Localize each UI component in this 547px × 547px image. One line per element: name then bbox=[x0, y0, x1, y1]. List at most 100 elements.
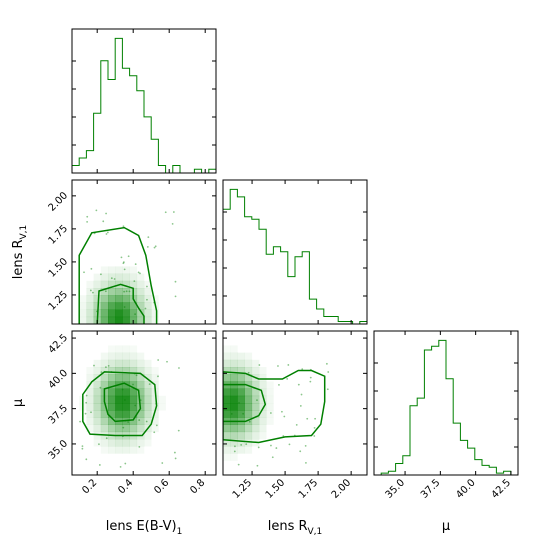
density-cell bbox=[136, 316, 145, 324]
density-cell bbox=[79, 309, 87, 318]
density-cell bbox=[266, 395, 274, 404]
sample-point bbox=[297, 383, 300, 386]
sample-point bbox=[95, 209, 98, 212]
sample-point bbox=[147, 236, 150, 239]
density-cell bbox=[79, 302, 87, 310]
hist-rv bbox=[222, 179, 368, 325]
density-cell bbox=[223, 395, 231, 404]
density-cell bbox=[122, 367, 130, 375]
density-cell bbox=[86, 417, 94, 425]
sample-point bbox=[81, 447, 84, 450]
sample-point bbox=[153, 246, 156, 249]
density-cell bbox=[93, 410, 102, 418]
density-cell bbox=[108, 381, 116, 389]
sample-point bbox=[106, 231, 109, 234]
sample-point bbox=[127, 255, 130, 258]
density-cell bbox=[230, 395, 238, 404]
density-cell bbox=[136, 273, 145, 282]
sample-point bbox=[283, 415, 286, 418]
density-cell bbox=[100, 266, 109, 274]
density-cell bbox=[136, 280, 145, 289]
density-cell bbox=[237, 403, 245, 411]
sample-point bbox=[85, 458, 88, 461]
density-cell bbox=[223, 431, 231, 440]
density-cell bbox=[122, 280, 130, 289]
density-cell bbox=[108, 439, 116, 447]
histogram-line bbox=[223, 188, 367, 325]
density-cell bbox=[86, 374, 94, 382]
sample-point bbox=[83, 271, 85, 274]
sample-point bbox=[306, 417, 309, 420]
density-cell bbox=[223, 439, 231, 447]
x-tick-label: 0.4 bbox=[116, 477, 135, 496]
density-cell bbox=[223, 359, 231, 368]
density-cell bbox=[244, 352, 253, 361]
sample-point bbox=[89, 289, 92, 292]
density-cell bbox=[230, 410, 238, 418]
density-cell bbox=[122, 439, 130, 447]
density-cell bbox=[151, 316, 159, 324]
density-cell bbox=[144, 417, 152, 425]
density-cell bbox=[122, 295, 130, 303]
density-cell bbox=[223, 367, 231, 375]
sample-point bbox=[107, 364, 110, 367]
density-cell bbox=[151, 424, 159, 433]
sample-point bbox=[305, 462, 307, 464]
density-cell bbox=[93, 359, 102, 368]
density-cell bbox=[115, 439, 123, 447]
density-cell bbox=[129, 410, 138, 418]
density-cell bbox=[144, 316, 152, 324]
sample-point bbox=[146, 246, 149, 248]
density-cell bbox=[129, 352, 138, 361]
density-cell bbox=[251, 381, 260, 389]
density-cell bbox=[230, 453, 238, 461]
sample-point bbox=[288, 443, 291, 446]
sample-point bbox=[314, 417, 317, 420]
density-cell bbox=[223, 352, 231, 361]
density-cell bbox=[144, 374, 152, 382]
sample-point bbox=[153, 431, 156, 434]
sample-point bbox=[86, 220, 89, 223]
density-cell bbox=[244, 410, 253, 418]
density-cell bbox=[251, 410, 260, 418]
density-cell bbox=[101, 446, 109, 454]
density-cell bbox=[93, 295, 102, 303]
density-cell bbox=[136, 439, 145, 447]
density-cell bbox=[230, 431, 238, 440]
density-cell bbox=[115, 367, 123, 375]
sample-point bbox=[286, 377, 289, 380]
density-cell bbox=[266, 403, 274, 411]
density-cell bbox=[237, 367, 245, 375]
x-tick-label: 1.50 bbox=[264, 477, 288, 501]
density-cell bbox=[86, 410, 94, 418]
density-cell bbox=[86, 316, 94, 324]
sample-point bbox=[98, 464, 101, 466]
density-cell bbox=[251, 424, 260, 433]
contour-inner bbox=[103, 382, 142, 423]
density-cell bbox=[244, 417, 253, 425]
density-cell bbox=[151, 295, 159, 303]
density-cell bbox=[136, 367, 145, 375]
density-cell bbox=[129, 403, 138, 411]
panel-frame bbox=[222, 330, 368, 476]
density-cell bbox=[115, 446, 123, 454]
sample-point bbox=[295, 423, 298, 426]
density-cell bbox=[230, 424, 238, 433]
sample-point bbox=[124, 462, 127, 465]
y-tick-label: 1.25 bbox=[47, 289, 71, 313]
density-cell bbox=[251, 388, 260, 397]
sample-point bbox=[104, 290, 107, 293]
sample-point bbox=[233, 450, 236, 453]
sample-point bbox=[309, 376, 312, 379]
density-cell bbox=[108, 295, 116, 303]
sample-point bbox=[171, 222, 174, 225]
density-cell bbox=[100, 417, 109, 425]
density-cell bbox=[266, 388, 274, 397]
density-cell bbox=[100, 295, 109, 303]
panel-frame bbox=[222, 179, 368, 325]
density-cell bbox=[230, 352, 238, 361]
density-cell bbox=[115, 288, 123, 296]
density-cell bbox=[266, 417, 274, 425]
density-cell bbox=[100, 424, 109, 433]
sample-point bbox=[137, 271, 140, 274]
